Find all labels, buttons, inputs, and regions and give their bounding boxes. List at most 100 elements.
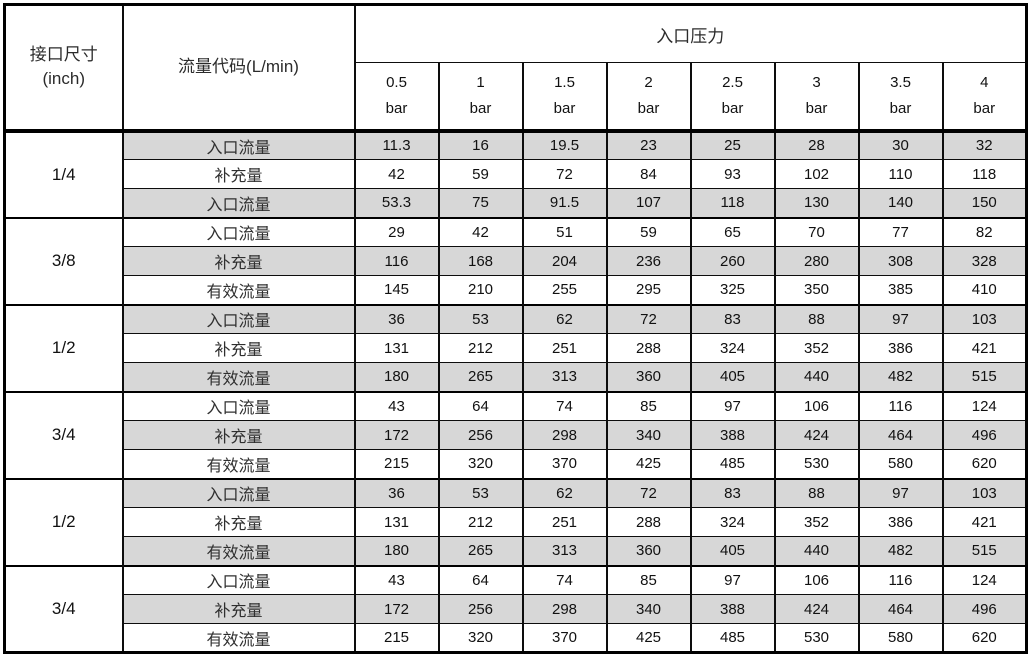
value-cell: 210 [437, 275, 524, 305]
value-cell: 51 [521, 216, 608, 247]
value-cell: 215 [353, 449, 440, 479]
pressure-units-row: 0.5 bar 1 bar 1.5 bar 2 bar 2.5 bar 3 bar 3.5 bar 4 bar [5, 62, 1028, 133]
value-cell: 425 [605, 623, 692, 653]
row-label-cell: 入口流量 [121, 303, 356, 334]
row-label-cell: 补充量 [121, 594, 356, 624]
value-cell: 320 [437, 449, 524, 479]
value-cell: 288 [605, 333, 692, 363]
flow-code-column-header: 流量代码(L/min) [121, 4, 356, 133]
value-cell: 97 [857, 303, 944, 334]
value-cell: 116 [857, 390, 944, 421]
value-cell: 440 [773, 362, 860, 392]
value-cell: 370 [521, 449, 608, 479]
value-cell: 116 [857, 564, 944, 595]
value-cell: 386 [857, 507, 944, 537]
row-label-cell: 入口流量 [121, 216, 356, 247]
table-row: 补充量 172 256 298 340 388 424 464 496 [5, 420, 1028, 450]
value-cell: 288 [605, 507, 692, 537]
table-row: 补充量 116 168 204 236 260 280 308 328 [5, 246, 1028, 276]
value-cell: 36 [353, 303, 440, 334]
row-label-cell: 入口流量 [121, 477, 356, 508]
value-cell: 485 [689, 623, 776, 653]
row-label-cell: 入口流量 [121, 188, 356, 218]
value-cell: 97 [857, 477, 944, 508]
value-cell: 620 [941, 449, 1028, 479]
value-cell: 215 [353, 623, 440, 653]
value-cell: 88 [773, 477, 860, 508]
inlet-pressure-header: 入口压力 [353, 4, 1028, 63]
value-cell: 251 [521, 507, 608, 537]
value-cell: 324 [689, 333, 776, 363]
value-cell: 53.3 [353, 188, 440, 218]
row-label-cell: 入口流量 [121, 564, 356, 595]
value-cell: 102 [773, 159, 860, 189]
value-cell: 204 [521, 246, 608, 276]
value-cell: 16 [437, 129, 524, 160]
table-row: 补充量 131 212 251 288 324 352 386 421 [5, 507, 1028, 537]
value-cell: 72 [605, 477, 692, 508]
row-label-cell: 有效流量 [121, 362, 356, 392]
size-cell: 1/2 [3, 477, 124, 566]
size-column-header: 接口尺寸 (inch) [3, 4, 124, 133]
value-cell: 265 [437, 362, 524, 392]
value-cell: 515 [941, 362, 1028, 392]
value-cell: 140 [857, 188, 944, 218]
value-cell: 74 [521, 564, 608, 595]
table-row: 有效流量 215 320 370 425 485 530 580 620 [5, 623, 1028, 653]
pressure-column-header: 1 bar [437, 62, 524, 133]
value-cell: 255 [521, 275, 608, 305]
value-cell: 43 [353, 564, 440, 595]
table-row: 3/8 入口流量 29 42 51 59 65 70 77 82 [3, 216, 1028, 305]
value-cell: 425 [605, 449, 692, 479]
value-cell: 256 [437, 594, 524, 624]
value-cell: 260 [689, 246, 776, 276]
value-cell: 85 [605, 564, 692, 595]
value-cell: 580 [857, 449, 944, 479]
value-cell: 131 [353, 507, 440, 537]
value-cell: 64 [437, 564, 524, 595]
pressure-column-header: 3 bar [773, 62, 860, 133]
value-cell: 298 [521, 420, 608, 450]
value-cell: 482 [857, 536, 944, 566]
value-cell: 340 [605, 594, 692, 624]
value-cell: 168 [437, 246, 524, 276]
value-cell: 308 [857, 246, 944, 276]
size-cell: 3/4 [3, 390, 124, 479]
value-cell: 212 [437, 507, 524, 537]
value-cell: 88 [773, 303, 860, 334]
value-cell: 145 [353, 275, 440, 305]
value-cell: 320 [437, 623, 524, 653]
pressure-column-header: 2.5 bar [689, 62, 776, 133]
value-cell: 295 [605, 275, 692, 305]
value-cell: 464 [857, 420, 944, 450]
value-cell: 83 [689, 477, 776, 508]
value-cell: 352 [773, 507, 860, 537]
table-row: 补充量 131 212 251 288 324 352 386 421 [5, 333, 1028, 363]
value-cell: 150 [941, 188, 1028, 218]
table-row: 1/2 入口流量 36 53 62 72 83 88 97 103 [3, 303, 1028, 392]
value-cell: 424 [773, 594, 860, 624]
size-cell: 3/8 [3, 216, 124, 305]
value-cell: 172 [353, 420, 440, 450]
value-cell: 464 [857, 594, 944, 624]
value-cell: 42 [353, 159, 440, 189]
size-cell: 3/4 [3, 564, 124, 653]
value-cell: 180 [353, 362, 440, 392]
value-cell: 97 [689, 390, 776, 421]
value-cell: 328 [941, 246, 1028, 276]
row-label-cell: 入口流量 [121, 390, 356, 421]
table-body: 1/4 入口流量 11.3 16 19.5 23 25 28 30 32 补充量 42 59 72 84 93… [3, 129, 1028, 653]
pressure-column-header: 1.5 bar [521, 62, 608, 133]
table-row: 1/4 入口流量 11.3 16 19.5 23 25 28 30 32 [3, 129, 1028, 218]
value-cell: 440 [773, 536, 860, 566]
row-label-cell: 补充量 [121, 333, 356, 363]
value-cell: 91.5 [521, 188, 608, 218]
value-cell: 251 [521, 333, 608, 363]
pressure-column-header: 4 bar [941, 62, 1028, 133]
value-cell: 124 [941, 564, 1028, 595]
value-cell: 580 [857, 623, 944, 653]
value-cell: 280 [773, 246, 860, 276]
value-cell: 30 [857, 129, 944, 160]
value-cell: 32 [941, 129, 1028, 160]
size-cell: 1/4 [3, 129, 124, 218]
